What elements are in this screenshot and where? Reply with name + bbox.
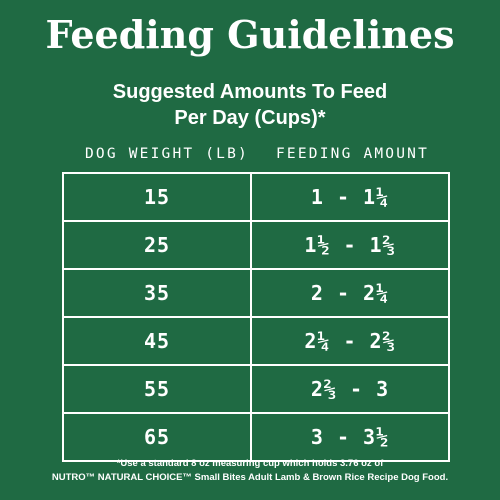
footnote: *Use a standard 8 oz measuring cup which… bbox=[0, 457, 500, 485]
table-row: 55 2⅔ - 3 bbox=[64, 366, 450, 414]
dog-weight-cell: 55 bbox=[64, 366, 252, 412]
feeding-amount-cell: 1½ - 1⅔ bbox=[252, 222, 450, 268]
column-header-dog-weight: DOG WEIGHT (LB) bbox=[85, 146, 249, 162]
feeding-amount-cell: 1 - 1¼ bbox=[252, 174, 450, 220]
feeding-table: 15 1 - 1¼ 25 1½ - 1⅔ 35 2 - 2¼ 45 2¼ - 2… bbox=[62, 172, 450, 462]
subtitle: Suggested Amounts To Feed Per Day (Cups)… bbox=[0, 79, 500, 131]
dog-weight-cell: 15 bbox=[64, 174, 252, 220]
table-row: 35 2 - 2¼ bbox=[64, 270, 450, 318]
table-row: 45 2¼ - 2⅔ bbox=[64, 318, 450, 366]
table-row: 25 1½ - 1⅔ bbox=[64, 222, 450, 270]
feeding-amount-cell: 3 - 3½ bbox=[252, 414, 450, 460]
feeding-amount-cell: 2⅔ - 3 bbox=[252, 366, 450, 412]
feeding-amount-cell: 2¼ - 2⅔ bbox=[252, 318, 450, 364]
table-row: 65 3 - 3½ bbox=[64, 414, 450, 462]
column-header-feeding-amount: FEEDING AMOUNT bbox=[276, 146, 430, 162]
subtitle-line-1: Suggested Amounts To Feed bbox=[112, 81, 388, 103]
table-row: 15 1 - 1¼ bbox=[64, 174, 450, 222]
dog-weight-cell: 45 bbox=[64, 318, 252, 364]
footnote-line-2: NUTRO™ NATURAL CHOICE™ Small Bites Adult… bbox=[51, 472, 449, 483]
dog-weight-cell: 35 bbox=[64, 270, 252, 316]
page-title: Feeding Guidelines bbox=[45, 12, 455, 57]
dog-weight-cell: 65 bbox=[64, 414, 252, 460]
footnote-line-1: *Use a standard 8 oz measuring cup which… bbox=[116, 458, 384, 469]
dog-weight-cell: 25 bbox=[64, 222, 252, 268]
feeding-amount-cell: 2 - 2¼ bbox=[252, 270, 450, 316]
subtitle-line-2: Per Day (Cups)* bbox=[174, 107, 326, 129]
